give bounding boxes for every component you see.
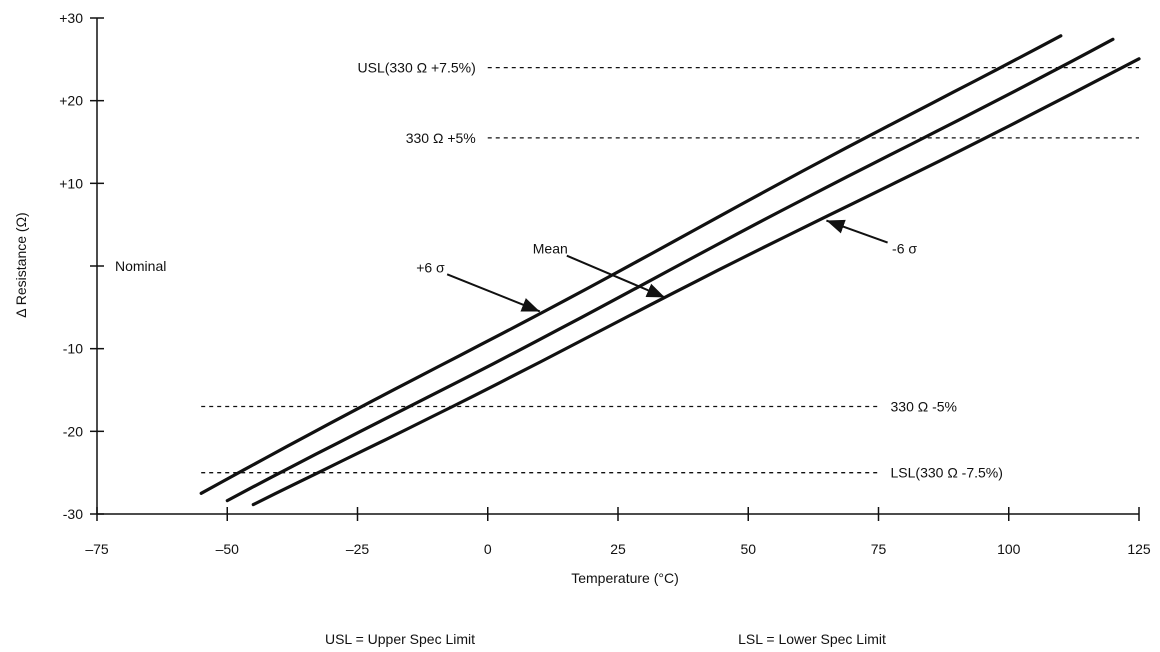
- series-lines: [199, 34, 1141, 507]
- x-tick-label: 100: [997, 541, 1021, 557]
- y-tick-label: +20: [59, 93, 83, 109]
- spec-limit-label: 330 Ω -5%: [891, 399, 958, 415]
- legend-note-usl: USL = Upper Spec Limit: [325, 631, 475, 647]
- y-tick-label: -30: [63, 506, 83, 522]
- annotation-label: +6 σ: [416, 260, 445, 276]
- x-tick-label: 125: [1127, 541, 1151, 557]
- spec-limit-label: USL(330 Ω +7.5%): [358, 60, 476, 76]
- x-axis-label: Temperature (°C): [571, 570, 679, 586]
- x-tick-label: 0: [484, 541, 492, 557]
- x-tick-label: –50: [216, 541, 240, 557]
- annotation-label: -6 σ: [892, 241, 917, 257]
- spec-limit-label: LSL(330 Ω -7.5%): [891, 465, 1003, 481]
- annotation-arrow: [826, 219, 888, 244]
- series-line: [199, 34, 1063, 495]
- y-tick-label: +30: [59, 10, 83, 26]
- spec-limit-label: 330 Ω +5%: [406, 130, 476, 146]
- x-tick-label: –25: [346, 541, 370, 557]
- axes: –75 –50 –25 0 25 50 75 100 125 +30 +20 +10 Nominal -1…: [59, 10, 1151, 557]
- series-line: [251, 57, 1141, 507]
- series-line: [225, 37, 1115, 503]
- annotation-arrow: [566, 254, 666, 299]
- y-tick-label: -20: [63, 423, 83, 439]
- annotation-arrow: [446, 273, 541, 313]
- annotations: +6 σ Mean -6 σ: [416, 219, 917, 313]
- x-tick-label: 25: [610, 541, 626, 557]
- x-tick-label: –75: [85, 541, 109, 557]
- reference-lines: USL(330 Ω +7.5%) 330 Ω +5% 330 Ω -5% LSL(33…: [201, 60, 1139, 481]
- x-tick-label: 75: [871, 541, 887, 557]
- legend-note-lsl: LSL = Lower Spec Limit: [738, 631, 886, 647]
- y-axis-label: Δ Resistance (Ω): [13, 212, 29, 317]
- x-tick-label: 50: [740, 541, 756, 557]
- y-tick-label: +10: [59, 175, 83, 191]
- nominal-label: Nominal: [115, 258, 166, 274]
- y-tick-label: -10: [63, 341, 83, 357]
- annotation-label: Mean: [533, 241, 568, 257]
